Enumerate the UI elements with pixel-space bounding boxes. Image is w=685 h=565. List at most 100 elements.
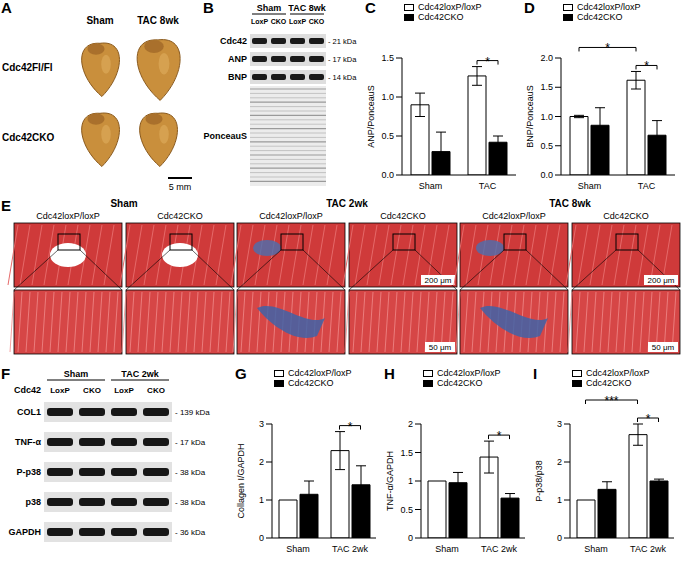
svg-text:CKO: CKO [309,18,325,25]
svg-text:1.5: 1.5 [400,448,413,458]
svg-text:- 38 kDa: - 38 kDa [175,498,206,507]
svg-text:TNF-α/GAPDH: TNF-α/GAPDH [385,451,395,511]
svg-text:TAC 2wk: TAC 2wk [630,544,666,554]
svg-text:1: 1 [557,495,562,505]
svg-text:TAC 8wk: TAC 8wk [288,3,326,13]
svg-text:- 38 kDa: - 38 kDa [175,468,206,477]
svg-text:2.0: 2.0 [540,53,553,63]
svg-text:200 μm: 200 μm [648,276,675,285]
svg-text:BNP: BNP [228,72,247,82]
svg-text:0.0: 0.0 [381,170,394,180]
svg-text:200 μm: 200 μm [425,276,452,285]
svg-text:Sham: Sham [584,544,608,554]
svg-text:*: * [646,412,651,426]
svg-text:Cdc42CKO: Cdc42CKO [2,132,54,143]
svg-text:Sham: Sham [64,369,89,379]
svg-text:Cdc42Fl/Fl: Cdc42Fl/Fl [2,62,53,73]
html-text:Cdc42loxP/loxP: Cdc42loxP/loxP [418,2,482,12]
svg-text:Sham: Sham [435,544,459,554]
svg-text:***: *** [604,394,618,408]
svg-text:TAC: TAC [479,181,497,191]
svg-text:50 μm: 50 μm [429,343,452,352]
svg-text:p38: p38 [25,497,41,507]
svg-text:0.5: 0.5 [540,141,553,151]
svg-text:5 mm: 5 mm [169,182,192,192]
svg-text:TAC 2wk: TAC 2wk [332,544,368,554]
svg-text:1.0: 1.0 [381,92,394,102]
svg-text:1: 1 [408,476,413,486]
svg-text:0: 0 [259,533,264,543]
svg-text:Cdc42: Cdc42 [220,36,247,46]
svg-text:P-p38: P-p38 [16,467,41,477]
svg-text:LoxP: LoxP [114,386,134,395]
svg-text:Cdc42loxP/loxP: Cdc42loxP/loxP [36,211,100,221]
svg-text:TAC 2wk: TAC 2wk [481,544,517,554]
svg-text:CKO: CKO [271,18,287,25]
svg-text:*: * [605,41,610,55]
svg-text:ANP: ANP [228,54,247,64]
svg-text:*: * [485,55,490,69]
svg-text:0.5: 0.5 [381,131,394,141]
svg-text:LoxP: LoxP [50,386,70,395]
svg-text:TAC 2wk: TAC 2wk [326,198,368,209]
html-text:G: G [235,365,247,382]
svg-text:3: 3 [557,419,562,429]
svg-text:*: * [644,59,649,73]
svg-text:Sham: Sham [257,3,282,13]
svg-text:ANP/PonceauS: ANP/PonceauS [366,85,376,148]
svg-text:LoxP: LoxP [289,18,306,25]
svg-text:TAC 2wk: TAC 2wk [121,369,159,379]
svg-text:Sham: Sham [578,181,602,191]
svg-text:CKO: CKO [83,386,101,395]
svg-text:Sham: Sham [286,544,310,554]
svg-text:BNP/PonceauS: BNP/PonceauS [525,85,535,148]
svg-text:COL1: COL1 [17,407,41,417]
svg-text:0.5: 0.5 [400,505,413,515]
svg-text:1.0: 1.0 [540,112,553,122]
svg-text:*: * [497,429,502,443]
svg-text:Cdc42loxP/loxP: Cdc42loxP/loxP [482,211,546,221]
svg-text:Cdc42loxP/loxP: Cdc42loxP/loxP [259,211,323,221]
svg-text:- 14 kDa: - 14 kDa [328,73,357,82]
svg-text:- 36 kDa: - 36 kDa [175,528,206,537]
svg-text:TAC 8wk: TAC 8wk [137,15,179,26]
html-text:Cdc42CKO: Cdc42CKO [418,12,464,22]
svg-text:Cdc42CKO: Cdc42CKO [603,211,649,221]
svg-text:Cdc42: Cdc42 [14,385,41,395]
svg-text:- 17 kDa: - 17 kDa [328,55,357,64]
svg-text:2: 2 [557,457,562,467]
svg-text:LoxP: LoxP [251,18,268,25]
svg-text:Cdc42CKO: Cdc42CKO [380,211,426,221]
svg-text:TNF-α: TNF-α [15,437,41,447]
svg-text:PonceauS: PonceauS [203,131,247,141]
svg-text:0: 0 [557,533,562,543]
html-text:D: D [524,0,535,16]
svg-text:Cdc42CKO: Cdc42CKO [157,211,203,221]
svg-text:1: 1 [259,495,264,505]
svg-text:1.5: 1.5 [540,82,553,92]
html-text:H: H [384,365,395,382]
svg-text:P-p38/p38: P-p38/p38 [534,460,544,502]
svg-text:0: 0 [408,533,413,543]
html-text:A: A [1,0,12,16]
svg-text:1.5: 1.5 [381,53,394,63]
svg-text:50 μm: 50 μm [652,343,675,352]
svg-text:Collagen I/GAPDH: Collagen I/GAPDH [236,443,246,518]
html-text:C: C [365,0,376,16]
svg-text:- 139 kDa: - 139 kDa [175,408,210,417]
svg-text:GAPDH: GAPDH [8,527,41,537]
svg-text:3: 3 [259,419,264,429]
svg-text:Sham: Sham [86,15,113,26]
svg-text:Sham: Sham [419,181,443,191]
svg-text:TAC: TAC [638,181,656,191]
svg-text:- 21 kDa: - 21 kDa [328,37,357,46]
svg-text:*: * [348,420,353,434]
svg-text:0.0: 0.0 [540,170,553,180]
svg-text:Sham: Sham [110,198,137,209]
svg-text:TAC 8wk: TAC 8wk [549,198,591,209]
svg-text:- 17 kDa: - 17 kDa [175,438,206,447]
svg-text:2: 2 [259,457,264,467]
html-text:B: B [203,0,214,16]
svg-text:CKO: CKO [147,386,165,395]
svg-text:2: 2 [408,419,413,429]
